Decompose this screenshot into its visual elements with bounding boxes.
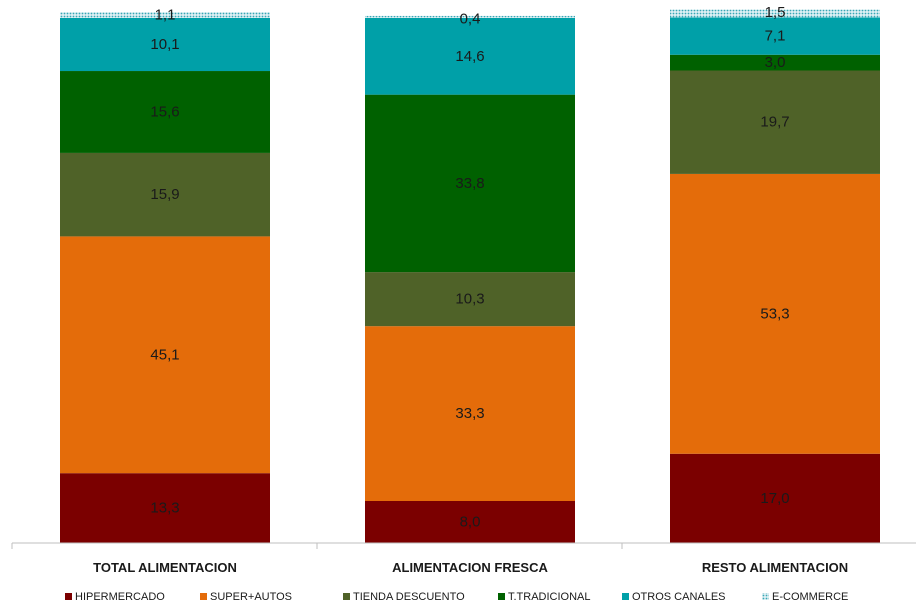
legend-item-t-tradicional: T.TRADICIONAL bbox=[498, 591, 591, 603]
bar-hipermercado-2 bbox=[365, 501, 575, 543]
bar-tienda-descuento-1 bbox=[60, 152, 270, 237]
data-label-otros-canales-3: 7,1 bbox=[765, 28, 786, 45]
data-label-hipermercado-1: 13,3 bbox=[150, 500, 179, 517]
data-label-otros-canales-1: 10,1 bbox=[150, 36, 179, 53]
legend-swatch-otros-canales bbox=[622, 593, 629, 600]
bar-hipermercado-1 bbox=[60, 473, 270, 543]
bar-super-autos-2 bbox=[365, 326, 575, 501]
bar-otros-canales-2 bbox=[365, 18, 575, 95]
bar-t-tradicional-3 bbox=[670, 54, 880, 71]
data-label-tienda-descuento-3: 19,7 bbox=[760, 114, 789, 131]
bar-t-tradicional-2 bbox=[365, 94, 575, 273]
bars-layer bbox=[60, 9, 880, 543]
data-label-t-tradicional-1: 15,6 bbox=[150, 103, 179, 120]
bar-e-commerce-1 bbox=[60, 12, 270, 18]
data-label-super-autos-3: 53,3 bbox=[760, 305, 789, 322]
category-label-3: RESTO ALIMENTACION bbox=[702, 560, 848, 575]
data-label-otros-canales-2: 14,6 bbox=[455, 48, 484, 65]
bar-e-commerce-2 bbox=[365, 15, 575, 18]
bar-super-autos-1 bbox=[60, 236, 270, 474]
data-label-e-commerce-1: 1,1 bbox=[155, 7, 176, 24]
data-label-t-tradicional-2: 33,8 bbox=[455, 175, 484, 192]
bar-hipermercado-3 bbox=[670, 453, 880, 543]
data-label-tienda-descuento-2: 10,3 bbox=[455, 291, 484, 308]
legend-swatch-e-commerce bbox=[762, 593, 769, 600]
data-label-hipermercado-2: 8,0 bbox=[460, 514, 481, 531]
data-label-hipermercado-3: 17,0 bbox=[760, 490, 789, 507]
legend-item-otros-canales: OTROS CANALES bbox=[622, 591, 726, 603]
bar-tienda-descuento-3 bbox=[670, 70, 880, 174]
legend-swatch-hipermercado bbox=[65, 593, 72, 600]
bar-tienda-descuento-2 bbox=[365, 272, 575, 327]
data-label-e-commerce-2: 0,4 bbox=[460, 10, 481, 27]
legend-swatch-t-tradicional bbox=[498, 593, 505, 600]
legend-swatch-super-autos bbox=[200, 593, 207, 600]
category-label-1: TOTAL ALIMENTACION bbox=[93, 560, 237, 575]
bar-otros-canales-3 bbox=[670, 17, 880, 55]
legend: HIPERMERCADO SUPER+AUTOS TIENDA DESCUENTO T… bbox=[65, 591, 848, 603]
x-axis-ticks bbox=[11, 543, 623, 549]
legend-item-e-commerce: E-COMMERCE bbox=[762, 591, 848, 603]
data-label-super-autos-1: 45,1 bbox=[150, 346, 179, 363]
legend-label-tienda-descuento: TIENDA DESCUENTO bbox=[353, 591, 465, 603]
data-labels-layer: 13,3 45,1 15,9 15,6 10,1 1,1 8,0 33,3 10,3 33,8 14… bbox=[150, 4, 789, 530]
bar-otros-canales-1 bbox=[60, 18, 270, 72]
legend-label-super-autos: SUPER+AUTOS bbox=[210, 591, 292, 603]
data-label-e-commerce-3: 1,5 bbox=[765, 4, 786, 21]
legend-label-otros-canales: OTROS CANALES bbox=[632, 591, 726, 603]
data-label-t-tradicional-3: 3,0 bbox=[765, 54, 786, 71]
legend-swatch-tienda-descuento bbox=[343, 593, 350, 600]
bar-super-autos-3 bbox=[670, 173, 880, 454]
legend-item-hipermercado: HIPERMERCADO bbox=[65, 591, 165, 603]
legend-item-tienda-descuento: TIENDA DESCUENTO bbox=[343, 591, 465, 603]
bar-e-commerce-3 bbox=[670, 9, 880, 18]
legend-label-hipermercado: HIPERMERCADO bbox=[75, 591, 165, 603]
category-labels-layer: TOTAL ALIMENTACION ALIMENTACION FRESCA RES… bbox=[93, 560, 848, 575]
category-label-2: ALIMENTACION FRESCA bbox=[392, 560, 548, 575]
data-label-tienda-descuento-1: 15,9 bbox=[150, 186, 179, 203]
legend-label-e-commerce: E-COMMERCE bbox=[772, 591, 848, 603]
bar-t-tradicional-1 bbox=[60, 71, 270, 153]
legend-item-super-autos: SUPER+AUTOS bbox=[200, 591, 292, 603]
legend-label-t-tradicional: T.TRADICIONAL bbox=[508, 591, 591, 603]
data-label-super-autos-2: 33,3 bbox=[455, 405, 484, 422]
